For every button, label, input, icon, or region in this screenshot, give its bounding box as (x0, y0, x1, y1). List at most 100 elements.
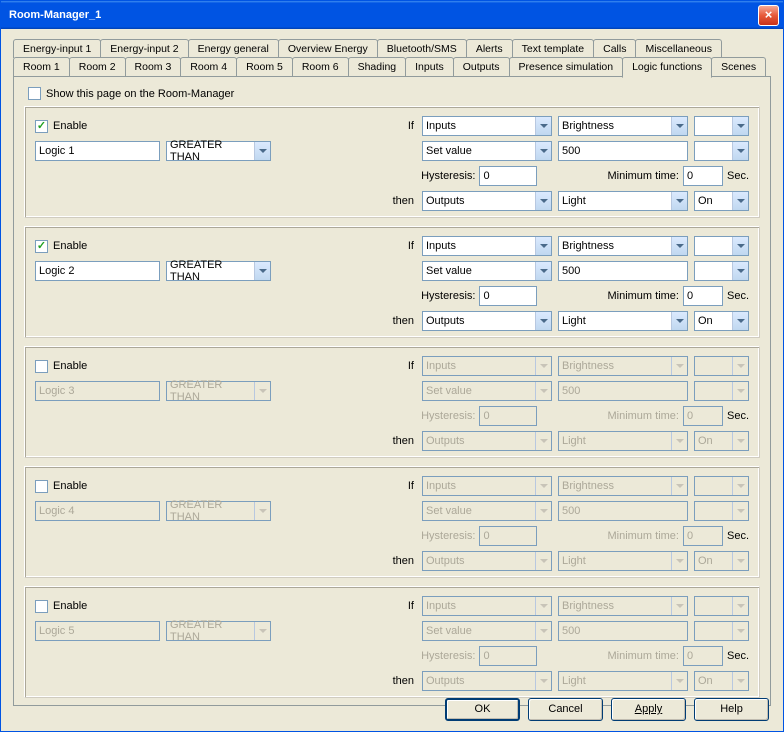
select[interactable]: Inputs (422, 236, 552, 256)
text-input (479, 646, 537, 666)
tab-energy-input-2[interactable]: Energy-input 2 (100, 39, 188, 58)
ok-button[interactable]: OK (445, 698, 520, 721)
chevron-down-icon (671, 552, 687, 570)
text-input[interactable] (35, 261, 160, 281)
enable-checkbox[interactable] (35, 240, 48, 253)
content: Energy-input 1Energy-input 2Energy gener… (1, 29, 783, 716)
select (694, 356, 749, 376)
select[interactable]: Brightness (558, 236, 688, 256)
tab-room-6[interactable]: Room 6 (292, 57, 349, 77)
chevron-down-icon (732, 552, 748, 570)
tab-room-5[interactable]: Room 5 (236, 57, 293, 77)
tab-scenes[interactable]: Scenes (711, 57, 766, 77)
tab-energy-general[interactable]: Energy general (188, 39, 279, 58)
chevron-down-icon (535, 237, 551, 255)
help-button[interactable]: Help (694, 698, 769, 721)
tab-miscellaneous[interactable]: Miscellaneous (635, 39, 722, 58)
select[interactable]: On (694, 311, 749, 331)
cancel-button[interactable]: Cancel (528, 698, 603, 721)
select[interactable]: GREATER THAN (166, 261, 271, 281)
select: Brightness (558, 476, 688, 496)
select[interactable]: Brightness (558, 116, 688, 136)
tab-calls[interactable]: Calls (593, 39, 636, 58)
text-input[interactable] (683, 286, 723, 306)
then-label: then (393, 315, 414, 327)
tab-shading[interactable]: Shading (348, 57, 407, 77)
text-input (558, 621, 688, 641)
close-icon[interactable]: × (758, 5, 779, 26)
tab-room-4[interactable]: Room 4 (180, 57, 237, 77)
tab-presence-simulation[interactable]: Presence simulation (509, 57, 624, 77)
chevron-down-icon (732, 192, 748, 210)
tab-text-template[interactable]: Text template (512, 39, 594, 58)
select[interactable]: Set value (422, 261, 552, 281)
tab-outputs[interactable]: Outputs (453, 57, 510, 77)
tab-room-3[interactable]: Room 3 (125, 57, 182, 77)
chevron-down-icon (732, 382, 748, 400)
chevron-down-icon (535, 552, 551, 570)
chevron-down-icon (254, 262, 270, 280)
then-label: then (393, 555, 414, 567)
select[interactable] (694, 141, 749, 161)
mintime-label: Minimum time: (607, 650, 679, 662)
tab-room-2[interactable]: Room 2 (69, 57, 126, 77)
tab-logic-functions[interactable]: Logic functions (622, 57, 712, 78)
select[interactable]: Inputs (422, 116, 552, 136)
chevron-down-icon (732, 262, 748, 280)
text-input[interactable] (558, 261, 688, 281)
enable-checkbox[interactable] (35, 120, 48, 133)
select[interactable]: Light (558, 311, 688, 331)
tab-bluetooth-sms[interactable]: Bluetooth/SMS (377, 39, 467, 58)
select: Inputs (422, 476, 552, 496)
select[interactable]: GREATER THAN (166, 141, 271, 161)
mintime-label: Minimum time: (607, 530, 679, 542)
select[interactable] (694, 261, 749, 281)
chevron-down-icon (732, 357, 748, 375)
select[interactable]: On (694, 191, 749, 211)
logic-group-1: EnableIfInputsBrightnessGREATER THANSet … (24, 106, 760, 218)
enable-checkbox[interactable] (35, 360, 48, 373)
enable-label: Enable (53, 240, 87, 252)
chevron-down-icon (535, 502, 551, 520)
select[interactable]: Set value (422, 141, 552, 161)
button-bar: OK Cancel Apply Help (445, 698, 769, 721)
text-input[interactable] (479, 286, 537, 306)
text-input (558, 501, 688, 521)
chevron-down-icon (254, 382, 270, 400)
show-page-checkbox[interactable] (28, 87, 41, 100)
select[interactable]: Light (558, 191, 688, 211)
text-input[interactable] (683, 166, 723, 186)
tab-alerts[interactable]: Alerts (466, 39, 513, 58)
tab-inputs[interactable]: Inputs (405, 57, 454, 77)
chevron-down-icon (732, 142, 748, 160)
chevron-down-icon (535, 672, 551, 690)
tab-overview-energy[interactable]: Overview Energy (278, 39, 378, 58)
chevron-down-icon (671, 672, 687, 690)
chevron-down-icon (535, 262, 551, 280)
text-input[interactable] (35, 141, 160, 161)
text-input[interactable] (479, 166, 537, 186)
text-input (35, 621, 160, 641)
logic-group-4: EnableIfInputsBrightnessGREATER THANSet … (24, 466, 760, 578)
chevron-down-icon (535, 382, 551, 400)
enable-checkbox[interactable] (35, 600, 48, 613)
select[interactable] (694, 236, 749, 256)
enable-checkbox[interactable] (35, 480, 48, 493)
tab-row-1: Energy-input 1Energy-input 2Energy gener… (13, 39, 771, 58)
tab-energy-input-1[interactable]: Energy-input 1 (13, 39, 101, 58)
select: Set value (422, 381, 552, 401)
enable-label: Enable (53, 600, 87, 612)
sec-label: Sec. (727, 290, 749, 302)
chevron-down-icon (732, 597, 748, 615)
select[interactable] (694, 116, 749, 136)
text-input[interactable] (558, 141, 688, 161)
tab-room-1[interactable]: Room 1 (13, 57, 70, 77)
chevron-down-icon (671, 477, 687, 495)
text-input (683, 526, 723, 546)
text-input (35, 501, 160, 521)
select[interactable]: Outputs (422, 191, 552, 211)
select[interactable]: Outputs (422, 311, 552, 331)
chevron-down-icon (732, 117, 748, 135)
select: Light (558, 671, 688, 691)
apply-button[interactable]: Apply (611, 698, 686, 721)
